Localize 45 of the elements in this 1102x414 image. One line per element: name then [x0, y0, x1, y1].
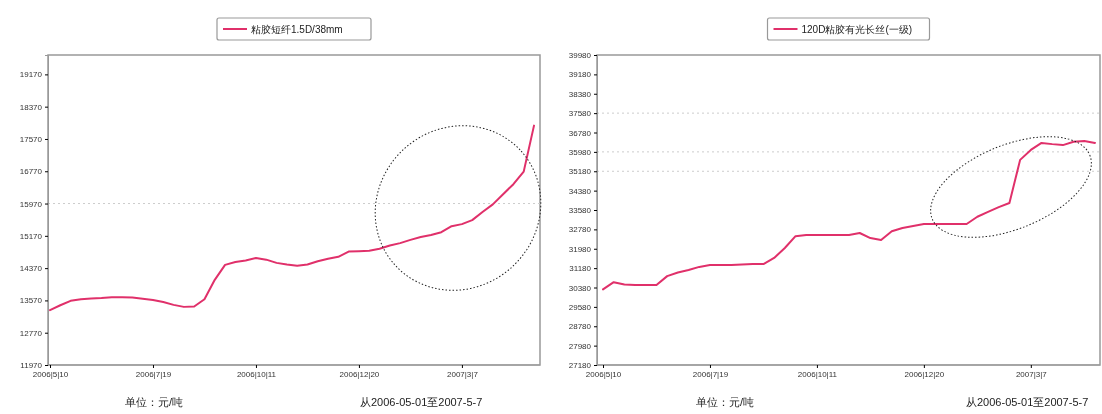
y-tick-label: 35180	[568, 167, 592, 177]
x-tick-label: 2006|12|20	[904, 369, 945, 379]
text: 单位：元/吨	[125, 396, 184, 408]
y-tick-label: 15170	[19, 231, 43, 241]
y-tick-label: 32780	[568, 225, 592, 235]
legend-label: 120D粘胶有光长丝(一级)	[801, 24, 913, 35]
y-tick-label: 15970	[19, 199, 43, 209]
y-tick-label: 38380	[568, 89, 592, 99]
y-tick-label: 35980	[568, 147, 592, 157]
y-tick-label: 33580	[568, 206, 592, 216]
y-tick-label: 36780	[568, 128, 592, 138]
y-tick-label: 39180	[568, 70, 592, 80]
x-tick-label: 2007|3|7	[446, 369, 479, 379]
y-tick-label: 37580	[568, 109, 592, 119]
y-tick-label: 28780	[568, 322, 592, 332]
text: 单位：元/吨	[696, 396, 755, 408]
text: 从2006-05-01至2007-5-7	[360, 396, 483, 408]
y-tick-label: 18370	[19, 102, 43, 112]
x-tick-label: 2006|12|20	[339, 369, 380, 379]
y-tick-label: 16770	[19, 167, 43, 177]
x-tick-label: 2006|7|19	[135, 369, 172, 379]
y-tick-label: 34380	[568, 186, 592, 196]
y-tick-label: 17570	[19, 135, 43, 145]
y-tick-label: 27980	[568, 341, 592, 351]
x-tick-label: 2007|3|7	[1015, 369, 1048, 379]
x-tick-label: 2006|10|11	[236, 369, 277, 379]
y-tick-label: 19170	[19, 70, 43, 80]
x-tick-label: 2006|5|10	[585, 369, 622, 379]
y-tick-label: 13570	[19, 296, 43, 306]
y-tick-label: 14370	[19, 264, 43, 274]
line-series	[602, 139, 1096, 291]
y-tick-label: 31180	[569, 264, 592, 274]
x-tick-label: 2006|7|19	[692, 369, 729, 379]
y-tick-label: 39980	[568, 51, 592, 61]
y-tick-label: 29580	[568, 302, 592, 312]
y-tick-label: 27180	[568, 361, 592, 371]
y-tick-label: 30380	[568, 283, 592, 293]
text: 从2006-05-01至2007-5-7	[966, 396, 1089, 408]
line-series	[49, 124, 535, 312]
x-tick-label: 2006|10|11	[797, 369, 838, 379]
legend-label: 粘胶短纤1.5D/38mm	[251, 24, 343, 35]
x-tick-label: 2006|5|10	[32, 369, 69, 379]
y-tick-label: 12770	[19, 328, 43, 338]
y-tick-label: 11970	[20, 361, 43, 371]
y-tick-label: 31980	[568, 244, 592, 254]
